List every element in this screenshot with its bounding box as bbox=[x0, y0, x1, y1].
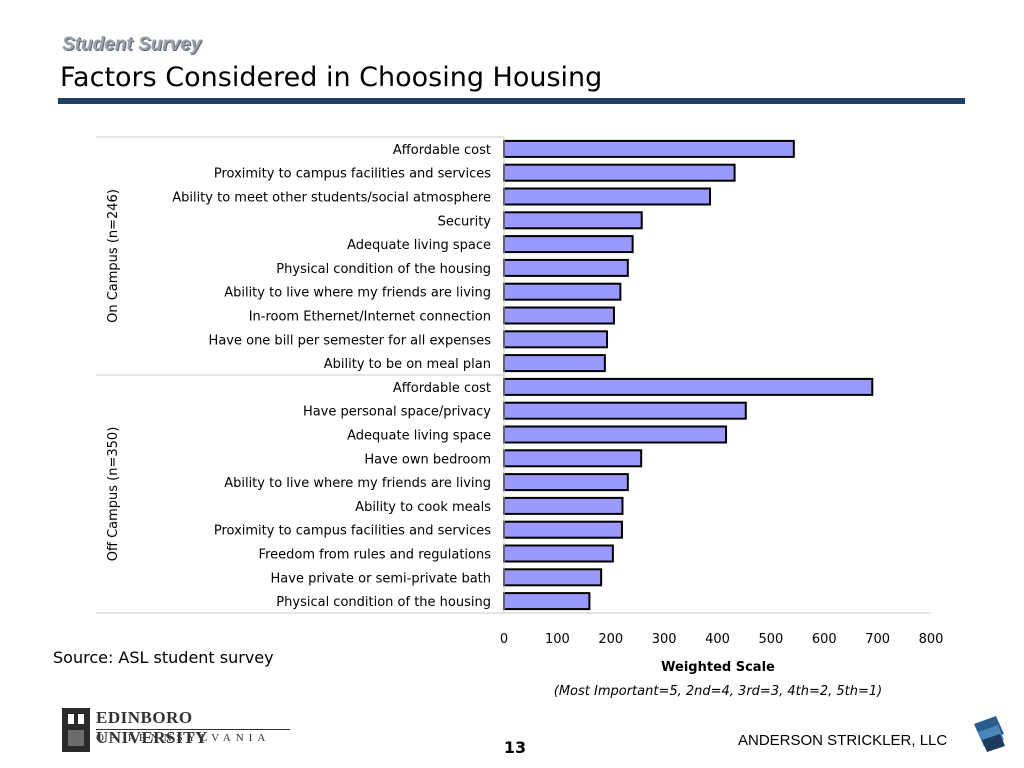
firm-name: ANDERSON STRICKLER, LLC bbox=[738, 732, 948, 749]
x-tick-label: 400 bbox=[705, 632, 730, 647]
bar bbox=[503, 163, 736, 182]
category-label: Adequate living space bbox=[347, 238, 491, 253]
category-label: Have personal space/privacy bbox=[303, 405, 491, 420]
x-tick-label: 800 bbox=[919, 632, 944, 647]
university-seal-icon bbox=[62, 708, 90, 752]
bar bbox=[503, 211, 643, 230]
bar bbox=[503, 592, 591, 611]
bar bbox=[503, 282, 622, 301]
category-label: In-room Ethernet/Internet connection bbox=[249, 310, 491, 325]
bar bbox=[503, 330, 609, 349]
x-tick-label: 600 bbox=[812, 632, 837, 647]
x-tick-label: 700 bbox=[865, 632, 890, 647]
category-label: Proximity to campus facilities and servi… bbox=[214, 167, 491, 182]
category-label: Have own bedroom bbox=[364, 452, 491, 467]
page-number: 13 bbox=[503, 738, 527, 757]
x-tick-label: 500 bbox=[758, 632, 783, 647]
title-underline bbox=[58, 98, 965, 104]
category-label: Physical condition of the housing bbox=[276, 595, 491, 610]
bar bbox=[503, 425, 728, 444]
bar bbox=[503, 377, 874, 396]
category-label: Security bbox=[438, 214, 492, 229]
category-label: Have one bill per semester for all expen… bbox=[209, 333, 492, 348]
bar bbox=[503, 258, 629, 277]
bar bbox=[503, 354, 606, 373]
group-label: Off Campus (n=350) bbox=[106, 427, 121, 562]
bar bbox=[503, 520, 623, 539]
category-label: Affordable cost bbox=[393, 143, 491, 158]
category-label: Ability to live where my friends are liv… bbox=[224, 476, 491, 491]
slide-subtitle: Student Survey bbox=[62, 34, 202, 55]
university-name: EDINBORO UNIVERSITY bbox=[96, 708, 208, 747]
firm-logo-icon bbox=[974, 716, 1005, 752]
x-tick-label: 100 bbox=[545, 632, 570, 647]
category-label: Proximity to campus facilities and servi… bbox=[214, 524, 491, 539]
category-label: Ability to cook meals bbox=[355, 500, 491, 515]
x-tick-label: 200 bbox=[598, 632, 623, 647]
category-label: Freedom from rules and regulations bbox=[259, 548, 492, 563]
group-label: On Campus (n=246) bbox=[106, 189, 121, 323]
bar bbox=[503, 235, 634, 254]
bar bbox=[503, 139, 795, 158]
university-subtitle: OF PENNSYLVANIA bbox=[96, 732, 271, 744]
bar bbox=[503, 568, 603, 587]
bar bbox=[503, 187, 712, 206]
category-label: Ability to live where my friends are liv… bbox=[224, 286, 491, 301]
bar bbox=[503, 496, 624, 515]
slide-title: Factors Considered in Choosing Housing bbox=[60, 62, 603, 93]
category-label: Have private or semi-private bath bbox=[271, 571, 491, 586]
bar bbox=[503, 449, 643, 468]
bar bbox=[503, 544, 614, 563]
category-label: Ability to be on meal plan bbox=[324, 357, 491, 372]
bar bbox=[503, 306, 615, 325]
category-label: Physical condition of the housing bbox=[276, 262, 491, 277]
category-label: Ability to meet other students/social at… bbox=[172, 191, 491, 206]
university-divider bbox=[96, 729, 290, 730]
x-axis-label: Weighted Scale bbox=[661, 660, 775, 675]
x-tick-label: 300 bbox=[652, 632, 677, 647]
category-label: Adequate living space bbox=[347, 429, 491, 444]
x-tick-label: 0 bbox=[500, 632, 508, 647]
bar bbox=[503, 401, 747, 420]
source-note: Source: ASL student survey bbox=[53, 648, 274, 667]
category-label: Affordable cost bbox=[393, 381, 491, 396]
bar bbox=[503, 473, 629, 492]
university-logo: EDINBORO UNIVERSITY OF PENNSYLVANIA bbox=[60, 704, 300, 756]
x-axis-note: (Most Important=5, 2nd=4, 3rd=3, 4th=2, … bbox=[553, 684, 883, 699]
